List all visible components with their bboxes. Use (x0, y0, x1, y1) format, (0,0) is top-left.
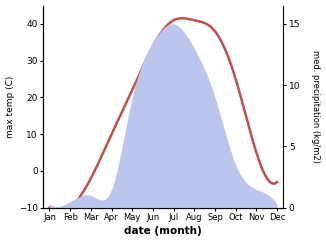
Y-axis label: max temp (C): max temp (C) (6, 76, 15, 138)
Y-axis label: med. precipitation (kg/m2): med. precipitation (kg/m2) (311, 50, 320, 163)
X-axis label: date (month): date (month) (125, 227, 202, 236)
